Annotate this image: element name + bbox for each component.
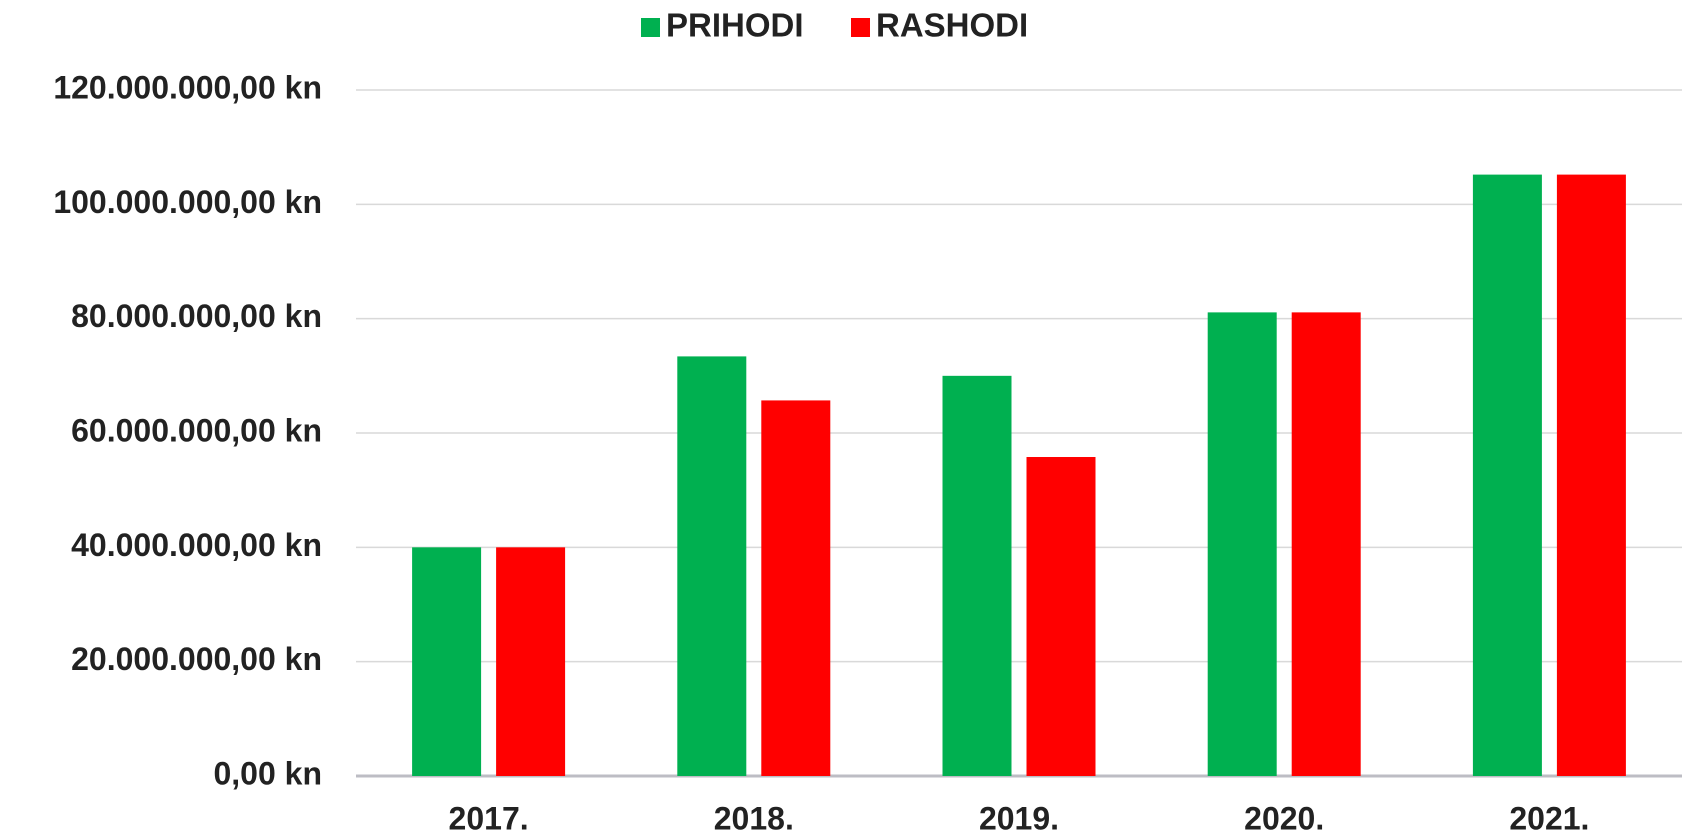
y-tick-label: 80.000.000,00 kn	[71, 298, 322, 334]
legend-label: RASHODI	[876, 7, 1028, 44]
legend-label: PRIHODI	[666, 7, 804, 44]
bar	[1291, 312, 1361, 776]
y-tick-label: 0,00 kn	[213, 755, 322, 791]
y-tick-label: 60.000.000,00 kn	[71, 412, 322, 448]
bar	[761, 400, 831, 776]
bar	[412, 547, 482, 776]
x-tick-label: 2021.	[1509, 800, 1589, 836]
y-tick-label: 40.000.000,00 kn	[71, 527, 322, 563]
bar	[496, 547, 566, 776]
legend-swatch	[641, 18, 660, 37]
legend-swatch	[851, 18, 870, 37]
bar	[1472, 174, 1542, 776]
y-tick-label: 100.000.000,00 kn	[53, 184, 322, 220]
bar	[1026, 457, 1096, 776]
bar	[1556, 174, 1626, 776]
y-tick-label: 120.000.000,00 kn	[53, 69, 322, 105]
y-tick-label: 20.000.000,00 kn	[71, 641, 322, 677]
bar	[677, 356, 747, 776]
bar	[1207, 312, 1277, 776]
x-tick-label: 2017.	[449, 800, 529, 836]
x-tick-label: 2020.	[1244, 800, 1324, 836]
x-tick-label: 2019.	[979, 800, 1059, 836]
bar	[942, 375, 1012, 776]
x-tick-label: 2018.	[714, 800, 794, 836]
